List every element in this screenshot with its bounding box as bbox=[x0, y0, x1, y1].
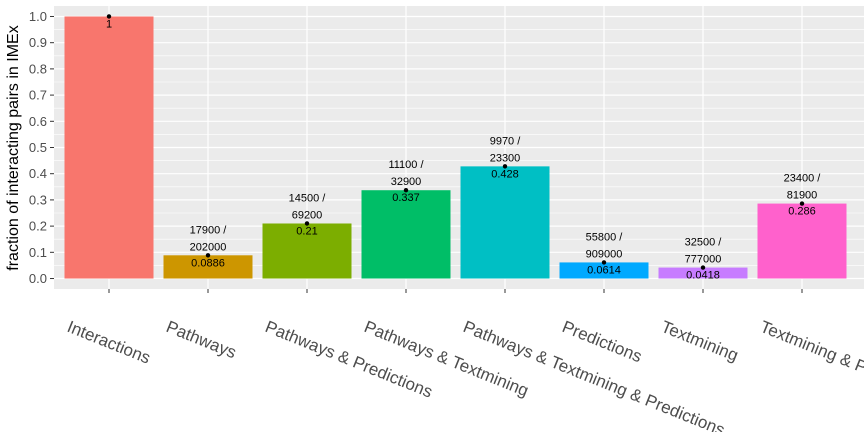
point-markers bbox=[106, 14, 805, 270]
x-tick-label: Pathways bbox=[164, 317, 239, 362]
bar bbox=[64, 16, 154, 279]
y-tick-label: 0.0 bbox=[29, 271, 47, 286]
count-label-denominator: 32900 bbox=[391, 176, 422, 188]
count-label-numerator: 14500 / bbox=[289, 192, 327, 204]
bar bbox=[163, 255, 253, 279]
bar bbox=[658, 267, 748, 279]
bar bbox=[559, 262, 649, 279]
point-marker bbox=[502, 164, 508, 169]
bars bbox=[64, 16, 847, 279]
value-label: 0.0614 bbox=[587, 264, 621, 276]
value-labels: 1 0.0886 0.21 0.337 0.428 0.0614 0.0418 0.286 bbox=[106, 18, 816, 281]
count-label-denominator: 777000 bbox=[685, 254, 722, 266]
count-label-denominator: 909000 bbox=[586, 248, 623, 260]
point-marker bbox=[403, 188, 409, 193]
count-label-numerator: 9970 / bbox=[490, 135, 522, 147]
y-tick-label: 0.8 bbox=[29, 61, 47, 76]
x-axis: Interactions Pathways Pathways & Predictio… bbox=[65, 289, 864, 432]
y-tick-label: 0.5 bbox=[29, 140, 47, 155]
y-tick-label: 0.6 bbox=[29, 114, 47, 129]
value-label: 0.286 bbox=[788, 206, 816, 218]
value-label: 0.0886 bbox=[191, 257, 225, 269]
point-marker bbox=[205, 253, 211, 258]
x-tick-label: Pathways & Predictions bbox=[263, 317, 436, 402]
bar bbox=[361, 190, 451, 279]
count-label-numerator: 23400 / bbox=[784, 173, 822, 185]
x-tick-label: Textmining & Predictions bbox=[758, 317, 864, 404]
value-label: 0.0418 bbox=[686, 270, 720, 282]
value-label: 0.428 bbox=[491, 168, 519, 180]
x-tick-label: Textmining bbox=[659, 317, 741, 365]
bar bbox=[262, 223, 352, 279]
count-label-denominator: 202000 bbox=[190, 241, 227, 253]
x-tick-label: Interactions bbox=[65, 317, 154, 368]
bar bbox=[757, 203, 847, 279]
x-tick-label: Pathways & Textmining bbox=[362, 317, 532, 400]
value-label: 0.337 bbox=[392, 192, 420, 204]
y-tick-label: 1.0 bbox=[29, 9, 47, 24]
point-marker bbox=[799, 201, 805, 206]
y-tick-label: 0.3 bbox=[29, 192, 47, 207]
count-label-numerator: 17900 / bbox=[190, 224, 228, 236]
point-marker bbox=[700, 265, 706, 270]
y-tick-label: 0.4 bbox=[29, 166, 47, 181]
y-axis-title: fraction of interacting pairs in IMEx bbox=[5, 25, 22, 270]
point-marker bbox=[106, 14, 112, 19]
count-label-denominator: 23300 bbox=[490, 152, 521, 164]
minor-gridlines bbox=[54, 29, 864, 266]
y-tick-label: 0.1 bbox=[29, 245, 47, 260]
count-labels: 17900 / 202000 14500 / 69200 11100 / 32900 997… bbox=[190, 135, 822, 265]
bar bbox=[460, 166, 550, 279]
value-label: 0.21 bbox=[296, 225, 317, 237]
count-label-numerator: 11100 / bbox=[388, 159, 424, 171]
count-label-denominator: 69200 bbox=[292, 209, 323, 221]
count-label-numerator: 32500 / bbox=[685, 237, 723, 249]
y-tick-label: 0.2 bbox=[29, 219, 47, 234]
count-label-numerator: 55800 / bbox=[586, 231, 624, 243]
point-marker bbox=[601, 260, 607, 265]
count-label-denominator: 81900 bbox=[787, 190, 818, 202]
value-label: 1 bbox=[106, 18, 112, 30]
y-axis: 0.0 0.1 0.2 0.3 0.4 0.5 0.6 0.7 0.8 0.9 1.0 bbox=[29, 9, 54, 286]
y-tick-label: 0.9 bbox=[29, 35, 47, 50]
point-marker bbox=[304, 221, 310, 226]
y-tick-label: 0.7 bbox=[29, 88, 47, 103]
